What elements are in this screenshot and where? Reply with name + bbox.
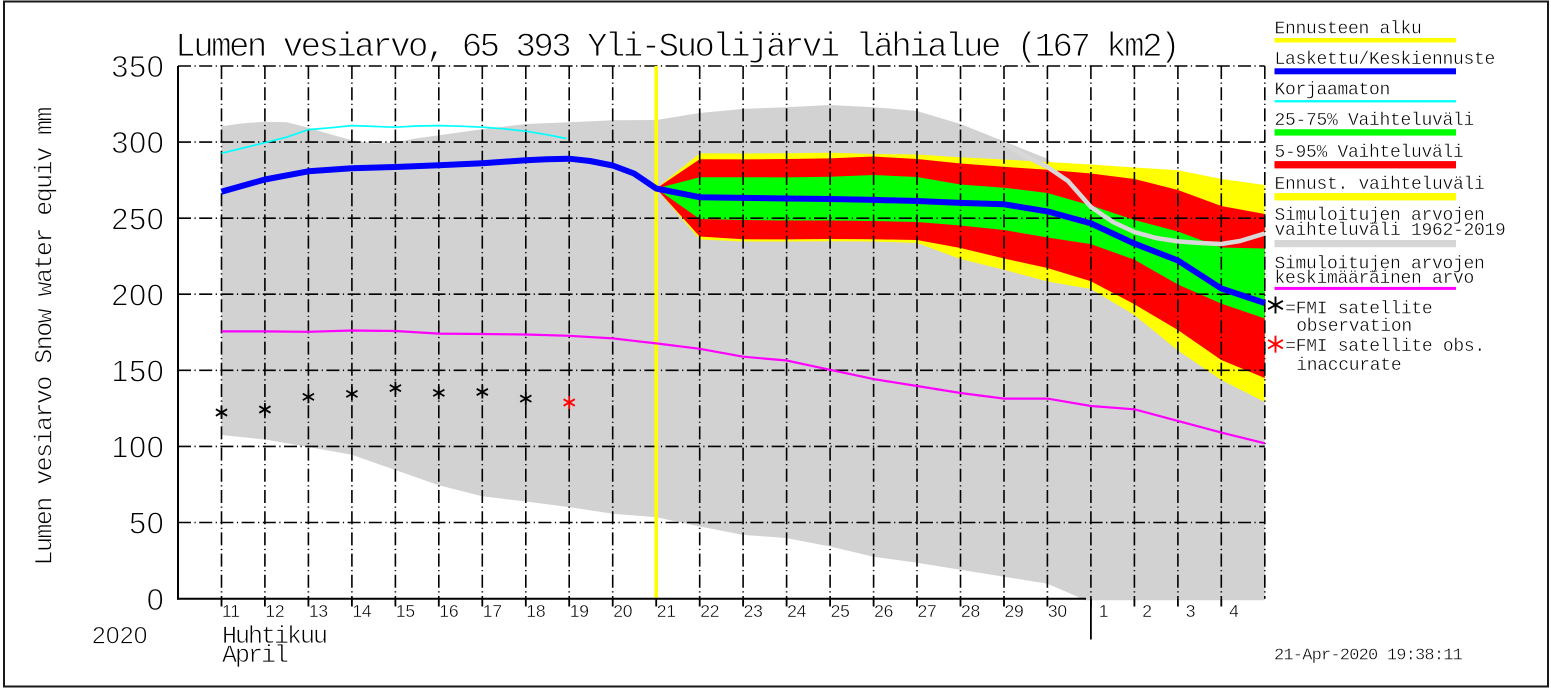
svg-text:12: 12 — [265, 601, 284, 621]
svg-text:150: 150 — [111, 354, 164, 388]
svg-text:2: 2 — [1142, 601, 1152, 621]
svg-text:13: 13 — [309, 601, 328, 621]
svg-text:Lumen vesiarvo Snow water equi: Lumen vesiarvo Snow water equiv mm — [31, 108, 60, 566]
svg-text:April: April — [222, 641, 288, 670]
svg-text:18: 18 — [526, 601, 545, 621]
svg-text:21: 21 — [657, 601, 676, 621]
svg-text:50: 50 — [129, 507, 164, 541]
svg-text:22: 22 — [700, 601, 719, 621]
svg-text:5-95% Vaihteluväli: 5-95% Vaihteluväli — [1275, 143, 1464, 163]
svg-text:26: 26 — [874, 601, 893, 621]
svg-text:350: 350 — [111, 50, 164, 84]
svg-text:25: 25 — [831, 601, 850, 621]
svg-text:Laskettu/Keskiennuste: Laskettu/Keskiennuste — [1275, 50, 1496, 70]
svg-text:25-75% Vaihteluväli: 25-75% Vaihteluväli — [1275, 111, 1475, 131]
svg-text:vaihteluväli 1962-2019: vaihteluväli 1962-2019 — [1275, 221, 1506, 241]
svg-text:30: 30 — [1048, 601, 1068, 621]
svg-text:Ennust. vaihteluväli: Ennust. vaihteluväli — [1275, 175, 1485, 195]
svg-text:inaccurate: inaccurate — [1296, 356, 1401, 376]
svg-text:19: 19 — [570, 601, 589, 621]
svg-text:200: 200 — [111, 278, 164, 312]
svg-text:Simuloitujen arvojen: Simuloitujen arvojen — [1275, 206, 1485, 226]
svg-text:keskimääräinen arvo: keskimääräinen arvo — [1275, 269, 1475, 289]
svg-text:4: 4 — [1229, 601, 1239, 621]
svg-text:Korjaamaton: Korjaamaton — [1275, 81, 1391, 101]
svg-text:1: 1 — [1099, 601, 1109, 621]
svg-text:21-Apr-2020 19:38:11: 21-Apr-2020 19:38:11 — [1274, 647, 1463, 666]
svg-text:250: 250 — [111, 202, 164, 236]
svg-text:Huhtikuu: Huhtikuu — [222, 622, 326, 651]
svg-text:Ennusteen alku: Ennusteen alku — [1275, 20, 1422, 40]
svg-text:28: 28 — [961, 601, 980, 621]
svg-text:24: 24 — [787, 601, 807, 621]
svg-text:observation: observation — [1296, 317, 1412, 337]
svg-text:11: 11 — [222, 601, 240, 621]
svg-text:16: 16 — [439, 601, 458, 621]
svg-text:2020: 2020 — [92, 623, 148, 650]
svg-text:23: 23 — [744, 601, 763, 621]
svg-text:20: 20 — [613, 601, 633, 621]
svg-text:0: 0 — [147, 583, 165, 617]
svg-text:27: 27 — [918, 601, 937, 621]
svg-text:Lumen vesiarvo, 65 393 Yli-Suo: Lumen vesiarvo, 65 393 Yli-Suolijärvi lä… — [175, 29, 1178, 67]
svg-text:17: 17 — [483, 601, 502, 621]
svg-text:14: 14 — [352, 601, 372, 621]
svg-text:100: 100 — [111, 431, 164, 465]
svg-text:Simuloitujen arvojen: Simuloitujen arvojen — [1275, 254, 1485, 274]
svg-text:3: 3 — [1186, 601, 1196, 621]
svg-text:29: 29 — [1005, 601, 1024, 621]
svg-text:=FMI satellite: =FMI satellite — [1285, 300, 1432, 320]
svg-text:=FMI satellite obs.: =FMI satellite obs. — [1285, 337, 1485, 357]
svg-text:300: 300 — [111, 126, 164, 160]
svg-text:15: 15 — [396, 601, 415, 621]
